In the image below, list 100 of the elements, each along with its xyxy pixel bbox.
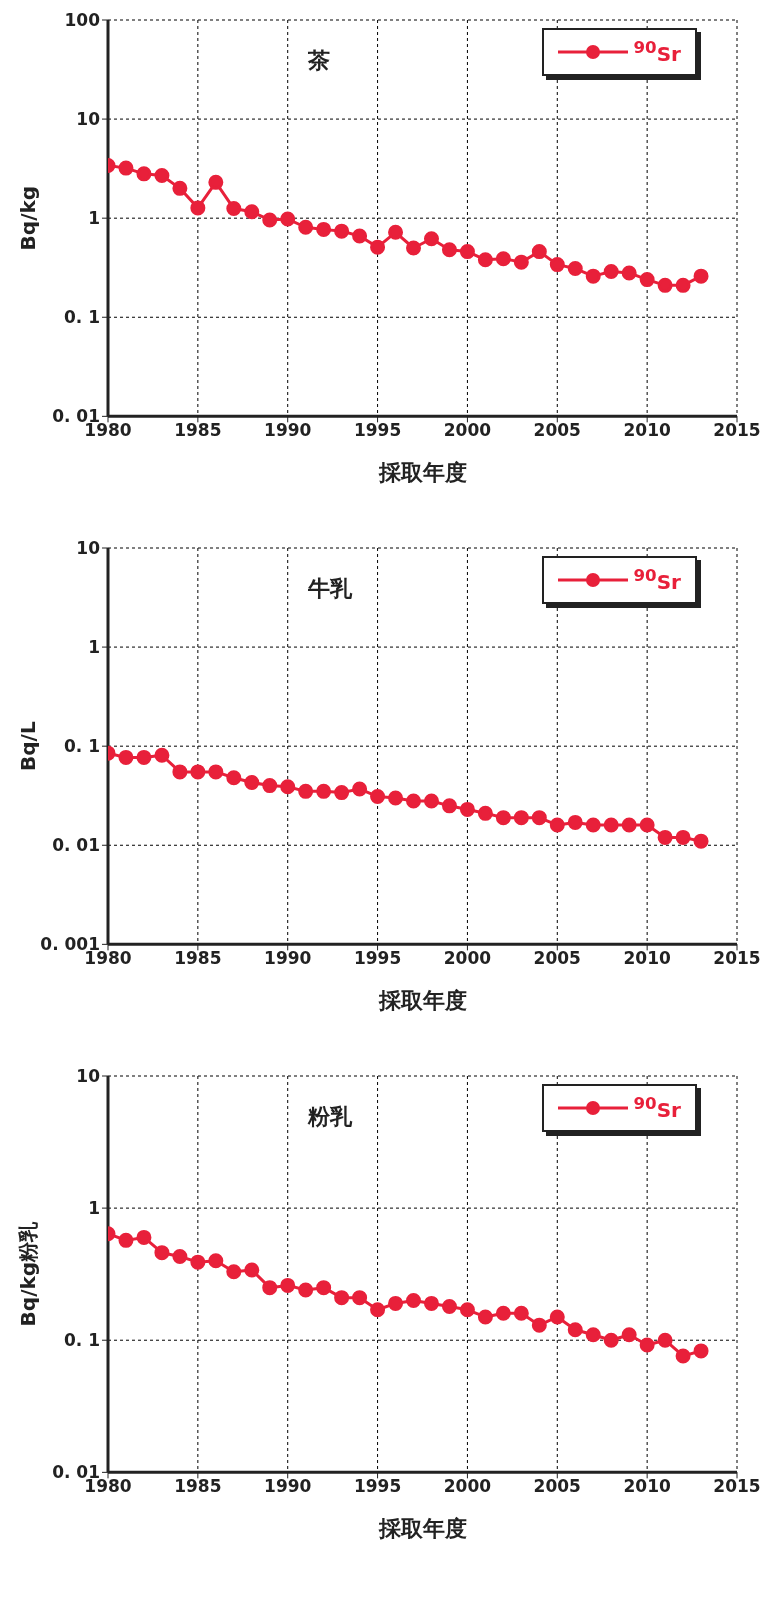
point (567, 1322, 583, 1338)
point (388, 790, 404, 806)
x-tick-label: 1985 (174, 948, 222, 969)
text: 牛乳 (308, 575, 352, 603)
point (477, 252, 493, 268)
point (657, 829, 673, 845)
x-tick-label: 2015 (713, 420, 761, 441)
point (244, 1262, 260, 1278)
point (208, 1253, 224, 1269)
y-tick-label: 0. 1 (63, 307, 100, 328)
point (657, 1332, 673, 1348)
point (334, 785, 350, 801)
point (477, 805, 493, 821)
point (118, 1232, 134, 1248)
y-tick-label: 0. 01 (52, 835, 100, 856)
legend-label: $^{90}$Sr (633, 1094, 681, 1122)
point (675, 1348, 691, 1364)
point (513, 254, 529, 270)
point (603, 1332, 619, 1348)
x-tick-label: 1990 (264, 420, 312, 441)
point (280, 779, 296, 795)
point (226, 1264, 242, 1280)
point (190, 200, 206, 216)
y-tick-label: 10 (76, 109, 101, 130)
point (208, 174, 224, 190)
x-tick-label: 2015 (713, 948, 761, 969)
point (459, 1302, 475, 1318)
point (118, 749, 134, 765)
point (441, 1299, 457, 1314)
point (423, 793, 439, 809)
point (316, 783, 332, 799)
point (208, 764, 224, 780)
point (549, 257, 565, 273)
point (388, 224, 404, 240)
point (154, 1245, 170, 1261)
y-tick-label: 0. 1 (63, 1330, 100, 1351)
point (621, 817, 637, 833)
x-tick-label: 2005 (533, 948, 581, 969)
point (118, 160, 134, 176)
point (316, 221, 332, 237)
point (154, 167, 170, 183)
point (513, 810, 529, 826)
x-tick-label: 1995 (353, 948, 402, 969)
point (406, 240, 422, 256)
point (334, 1290, 350, 1306)
point (172, 1249, 188, 1265)
point (298, 783, 314, 799)
point (549, 817, 565, 833)
point (352, 228, 368, 244)
point (136, 1229, 152, 1245)
point (585, 268, 601, 284)
y-tick-label: 10 (76, 538, 101, 559)
x-axis-title: 採取年度 (377, 460, 467, 486)
point (298, 219, 314, 235)
x-tick-label: 2010 (623, 420, 671, 441)
point (280, 211, 296, 227)
x-axis-title: 採取年度 (377, 1516, 467, 1542)
point (423, 231, 439, 247)
y-axis-title: Bq/L (16, 721, 41, 771)
point (172, 764, 188, 780)
x-tick-label: 1995 (353, 420, 402, 441)
point (693, 1343, 709, 1359)
point (352, 1290, 368, 1306)
point (298, 1282, 314, 1298)
x-tick-label: 1990 (264, 948, 312, 969)
y-tick-label: 1 (88, 637, 100, 658)
point (280, 1277, 296, 1293)
point (334, 223, 350, 239)
point (693, 833, 709, 849)
point (244, 204, 260, 220)
y-tick-label: 1 (88, 208, 100, 229)
point (406, 1292, 422, 1308)
point (675, 829, 691, 845)
text: 粉乳 (308, 1103, 352, 1131)
point (531, 810, 547, 826)
point (441, 798, 457, 814)
point (477, 1309, 493, 1325)
point (459, 801, 475, 817)
y-tick-label: 0. 1 (63, 736, 100, 757)
point (675, 277, 691, 293)
point (388, 1295, 404, 1311)
x-tick-label: 2005 (533, 420, 581, 441)
x-tick-label: 2015 (713, 1476, 761, 1497)
x-tick-label: 2010 (623, 1476, 671, 1497)
point (567, 814, 583, 830)
text: 茶 (308, 47, 330, 75)
x-tick-label: 2005 (533, 1476, 581, 1497)
legend-label: $^{90}$Sr (633, 38, 681, 66)
point (370, 789, 386, 805)
point (262, 212, 278, 228)
point (423, 1295, 439, 1311)
point (459, 244, 475, 260)
point (370, 239, 386, 255)
point (585, 1327, 601, 1343)
x-tick-label: 1985 (174, 420, 222, 441)
x-tick-label: 1990 (264, 1476, 312, 1497)
x-tick-label: 1985 (174, 1476, 222, 1497)
point (244, 774, 260, 790)
x-tick-label: 2000 (443, 948, 492, 969)
x-axis-title: 採取年度 (377, 988, 467, 1014)
